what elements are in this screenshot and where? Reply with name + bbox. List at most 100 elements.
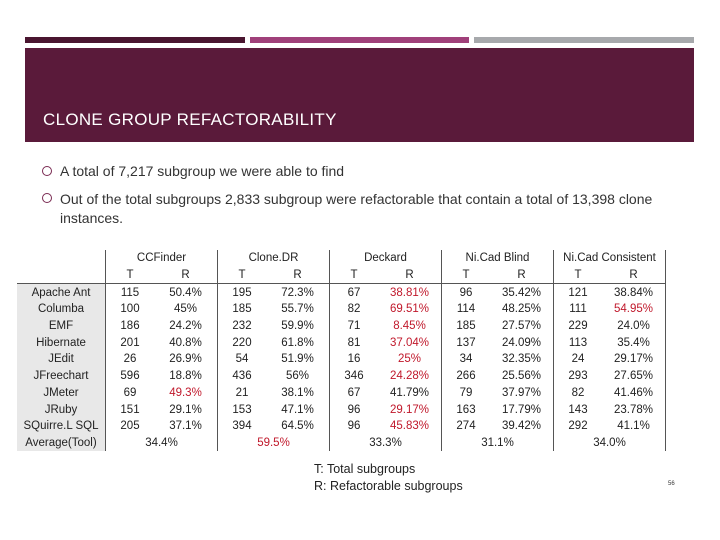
t-header: T [553,266,602,285]
r-value: 69.51% [378,301,442,318]
average-value: 31.1% [441,434,554,452]
t-value: 153 [232,403,252,416]
r-value: 27.57% [490,317,554,335]
r-value: 47.1% [266,401,330,418]
t-header: T [329,266,378,285]
r-value: 18.8% [154,367,218,385]
r-value: 51.9% [266,351,330,368]
r-value: 72.3% [266,283,330,302]
r-value: 41.46% [602,384,666,402]
t-value: 293 [568,370,588,383]
t-value: 79 [459,386,473,399]
t-value: 24 [571,353,585,366]
t-value: 67 [347,286,361,299]
r-header: R [266,266,330,285]
r-value: 50.4% [154,283,218,302]
tool-header: Deckard [329,250,442,267]
r-value: 17.79% [490,401,554,418]
accent-bar-1 [25,37,245,43]
t-value: 220 [232,336,252,349]
t-value: 54 [235,353,249,366]
table-row: JEdit 26 26.9% 54 51.9% 16 25% 34 32.35% 24 29.17% [17,351,666,368]
r-value: 40.8% [154,334,218,352]
t-value: 596 [120,370,140,383]
t-value: 292 [568,420,588,433]
project-name: JFreechart [17,367,106,385]
r-value: 25.56% [490,367,554,385]
corner-cell [17,250,106,267]
t-header: T [441,266,490,285]
tool-header: Clone.DR [217,250,330,267]
project-name: JEdit [17,351,106,368]
accent-bar-2 [250,37,469,43]
page-number: 56 [668,481,675,487]
tool-header-row: CCFinder Clone.DR Deckard Ni.Cad Blind Ni.Ca… [17,250,666,267]
legend: T: Total subgroups R: Refactorable subgr… [314,461,463,495]
t-value: 229 [568,320,588,333]
project-name: SQuirre.L SQL [17,417,106,435]
project-name: Apache Ant [17,283,106,302]
t-value: 394 [232,420,252,433]
r-value: 59.9% [266,317,330,335]
bullet-circle-icon [42,166,52,176]
t-value: 143 [568,403,588,416]
r-header: R [378,266,442,285]
r-header: R [490,266,554,285]
t-value: 121 [568,286,588,299]
t-value: 16 [347,353,361,366]
t-value: 115 [120,286,140,299]
t-header: T [105,266,154,285]
average-value: 33.3% [329,434,442,452]
tool-header: Ni.Cad Consistent [553,250,666,267]
r-value: 48.25% [490,301,554,318]
r-value: 41.1% [602,417,666,435]
r-header: R [154,266,218,285]
t-value: 436 [232,370,252,383]
t-value: 151 [120,403,140,416]
r-value: 54.95% [602,301,666,318]
r-value: 38.81% [378,283,442,302]
r-value: 23.78% [602,401,666,418]
refactorability-table: CCFinder Clone.DR Deckard Ni.Cad Blind Ni.Ca… [17,250,666,452]
t-value: 274 [456,420,476,433]
r-value: 35.42% [490,283,554,302]
r-value: 8.45% [378,317,442,335]
project-name: JMeter [17,384,106,402]
r-value: 41.79% [378,384,442,402]
r-value: 24.2% [154,317,218,335]
tool-header: Ni.Cad Blind [441,250,554,267]
t-value: 67 [347,386,361,399]
bullet-circle-icon [42,193,52,203]
r-value: 35.4% [602,334,666,352]
t-value: 185 [456,320,476,333]
table-row: Hibernate 201 40.8% 220 61.8% 81 37.04% 137 24.0… [17,334,666,352]
project-name: JRuby [17,401,106,418]
tool-header: CCFinder [105,250,218,267]
legend-t: T: Total subgroups [314,462,416,476]
average-label: Average(Tool) [17,434,106,452]
t-value: 266 [456,370,476,383]
t-value: 100 [120,303,140,316]
t-value: 205 [120,420,140,433]
r-value: 49.3% [154,384,218,402]
t-value: 96 [347,403,361,416]
t-value: 111 [569,303,587,316]
r-value: 25% [378,351,442,368]
table-row: JFreechart 596 18.8% 436 56% 346 24.28% 266 25.5… [17,367,666,385]
r-value: 37.97% [490,384,554,402]
t-value: 346 [344,370,364,383]
t-value: 201 [120,336,140,349]
average-row: Average(Tool) 34.4% 59.5% 33.3% 31.1% 34.0% [17,434,666,452]
t-value: 26 [123,353,137,366]
t-value: 114 [456,303,476,316]
t-value: 81 [347,336,361,349]
r-value: 55.7% [266,301,330,318]
r-value: 45% [154,301,218,318]
project-name: EMF [17,317,106,335]
table-row: JRuby 151 29.1% 153 47.1% 96 29.17% 163 17.79% 14… [17,401,666,418]
accent-bar-3 [474,37,694,43]
r-value: 32.35% [490,351,554,368]
r-value: 26.9% [154,351,218,368]
r-value: 24.0% [602,317,666,335]
